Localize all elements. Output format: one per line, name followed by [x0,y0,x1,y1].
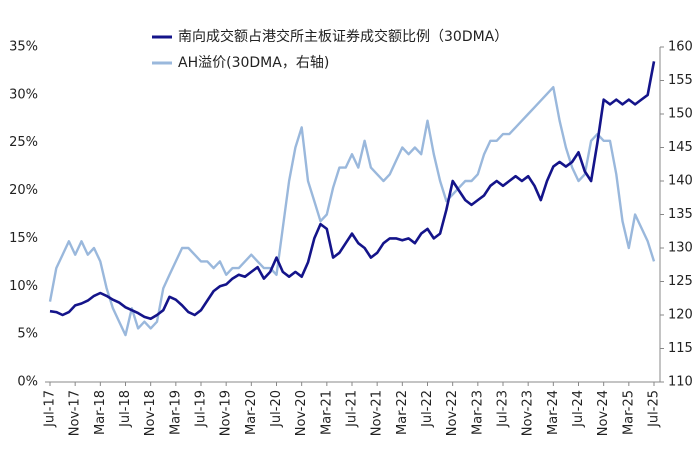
y-tick-label: 25% [9,135,38,150]
x-tick-label: Nov-21 [370,390,385,436]
series-line [49,61,656,321]
x-tick-label: Nov-23 [521,390,536,436]
x-tick-label: Nov-22 [445,390,460,436]
y-tick-label: 5% [17,327,38,342]
x-tick-label: Mar-18 [93,390,108,435]
y2-tick-label: 120 [668,308,693,323]
y2-tick-label: 125 [668,274,693,289]
x-tick-label: Mar-25 [621,390,636,435]
legend-label: AH溢价(30DMA，右轴) [178,55,329,71]
y-tick-label: 20% [9,183,38,198]
x-tick-label: Nov-18 [143,390,158,436]
x-tick-label: Jul-23 [496,390,511,428]
x-tick-label: Mar-20 [244,390,259,435]
x-tick-label: Jul-24 [571,390,586,428]
x-tick-label: Mar-24 [546,390,561,435]
x-tick-label: Jul-19 [194,390,209,428]
x-tick-label: Nov-20 [294,390,309,436]
x-tick-label: Mar-21 [319,390,334,435]
y2-tick-label: 145 [668,140,693,155]
x-tick-label: Mar-23 [470,390,485,435]
x-tick-label: Nov-19 [219,390,234,436]
x-tick-label: Nov-17 [68,390,83,436]
y-tick-label: 10% [9,279,38,294]
x-tick-label: Mar-19 [168,390,183,435]
x-tick-label: Mar-22 [395,390,410,435]
y2-tick-label: 115 [668,341,693,356]
x-tick-label: Nov-24 [596,390,611,436]
y-tick-label: 30% [9,87,38,102]
y2-tick-label: 140 [668,174,693,189]
x-tick-label: Jul-18 [118,390,133,428]
y2-tick-label: 155 [668,73,693,88]
series-line [48,86,656,337]
x-tick-label: Jul-25 [647,390,662,428]
x-tick-label: Jul-20 [269,390,284,428]
y2-tick-label: 110 [668,375,693,390]
y-tick-label: 0% [17,375,38,390]
legend-label: 南向成交额占港交所主板证券成交额比例（30DMA） [178,28,508,45]
y2-tick-label: 135 [668,207,693,222]
x-tick-label: Jul-17 [43,390,58,428]
y-tick-label: 35% [9,40,38,55]
y2-tick-label: 160 [668,40,693,55]
x-tick-label: Jul-22 [420,390,435,428]
x-tick-label: Jul-21 [345,390,360,428]
y-tick-label: 15% [9,231,38,246]
y2-tick-label: 130 [668,241,693,256]
y2-tick-label: 150 [668,107,693,122]
